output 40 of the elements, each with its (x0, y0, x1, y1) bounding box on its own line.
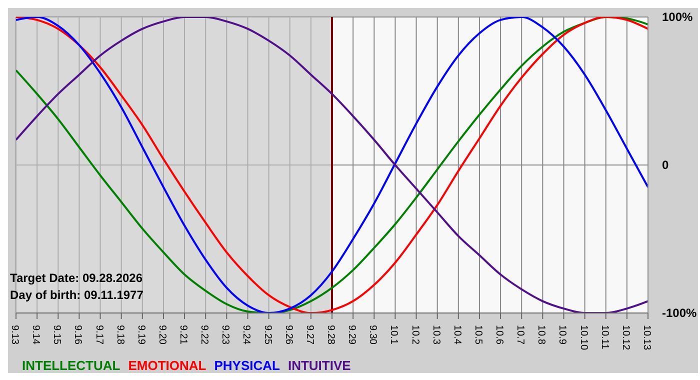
x-tick-label: 10.6 (494, 325, 505, 345)
text: PHYSICAL (214, 358, 280, 373)
x-tick-label: 10.2 (409, 325, 420, 345)
x-tick-label: 9.15 (51, 325, 62, 345)
text: INTELLECTUAL (22, 358, 120, 373)
x-tick-label: 10.5 (472, 325, 484, 345)
x-tick-label: 9.19 (135, 325, 146, 345)
x-tick-label: 10.10 (578, 325, 589, 350)
x-tick-label: 9.18 (114, 325, 126, 345)
x-tick-label: 10.7 (514, 325, 526, 345)
x-tick-label: 9.27 (304, 325, 315, 345)
x-tick-label: 9.30 (367, 325, 378, 345)
x-tick-label: 9.22 (198, 325, 210, 345)
x-tick-label: 9.24 (240, 325, 252, 345)
x-tick-label: 9.21 (178, 325, 189, 345)
x-tick-label: 10.1 (388, 325, 400, 345)
x-tick-label: 10.9 (556, 325, 568, 345)
x-tick-label: 9.14 (30, 325, 42, 345)
annotation: Target Date: 09.28.2026 (10, 270, 144, 287)
y-tick-label: -100% (662, 306, 698, 320)
x-tick-label: 9.23 (220, 325, 231, 345)
x-tick-label: 9.26 (282, 325, 294, 345)
x-tick-label: 9.20 (156, 325, 168, 345)
x-tick-label: 9.13 (9, 325, 20, 345)
x-tick-label: 10.4 (451, 325, 462, 345)
x-tick-label: 9.17 (93, 325, 104, 345)
x-tick-label: 9.25 (262, 325, 273, 345)
x-tick-label: 10.3 (430, 325, 442, 345)
x-tick-label: 9.28 (325, 325, 336, 345)
x-tick-label: 9.29 (346, 325, 358, 345)
text: INTUITIVE (288, 358, 351, 373)
annotation: Day of birth: 09.11.1977 (10, 287, 144, 304)
text: EMOTIONAL (128, 358, 206, 373)
x-tick-label: 9.16 (72, 325, 84, 345)
x-tick-label: 10.8 (536, 325, 547, 345)
y-tick-label: 0 (662, 158, 669, 172)
y-tick-label: 100% (662, 10, 694, 24)
x-tick-label: 10.12 (620, 325, 631, 350)
x-tick-label: 10.11 (598, 325, 610, 350)
x-tick-label: 10.13 (641, 325, 652, 350)
